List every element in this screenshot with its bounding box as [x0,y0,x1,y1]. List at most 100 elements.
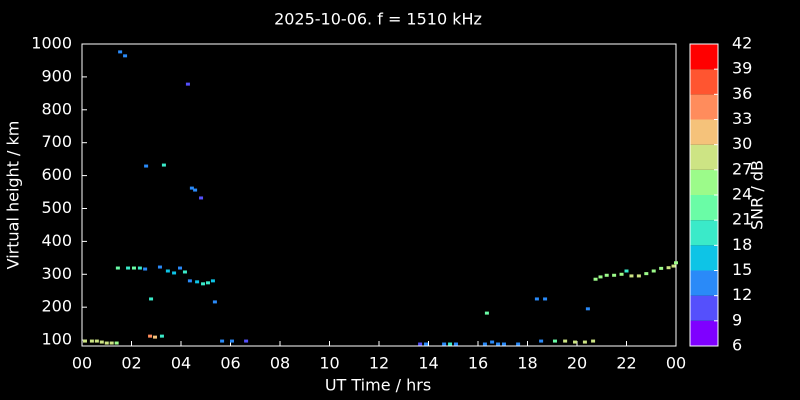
data-point [182,270,187,274]
colorbar-label: SNR / dB [748,160,767,230]
data-point [114,341,119,345]
colorbar-tick-label: 21 [732,210,752,229]
data-point [195,280,200,284]
data-point [148,334,153,338]
x-tick-label: 22 [616,354,636,373]
data-point [193,188,198,192]
data-point [82,339,87,343]
y-tick-label: 100 [41,330,72,349]
y-tick-label: 200 [41,297,72,316]
data-point [671,264,676,268]
data-point [161,163,166,167]
data-point [172,271,177,275]
colorbar-band [690,270,718,296]
data-point [109,341,114,345]
colorbar-tick-label: 9 [732,310,742,329]
x-tick-label: 20 [567,354,587,373]
y-tick-label: 1000 [31,34,72,53]
data-point [534,297,539,301]
colorbar-tick-label: 30 [732,134,752,153]
x-tick-label: 08 [270,354,290,373]
data-point [651,269,656,273]
data-point [619,272,624,276]
x-tick-label: 10 [319,354,339,373]
data-point [220,339,225,343]
data-point [118,50,123,54]
data-point [573,340,578,344]
data-point [593,277,598,281]
data-point [598,275,603,279]
colorbar-band [690,245,718,271]
data-point [210,279,215,283]
data-point [516,342,521,346]
x-axis-label: UT Time / hrs [325,376,431,395]
plot-area [81,43,677,347]
colorbar-tick-label: 39 [732,59,752,78]
data-point [501,342,506,346]
colorbar-band [690,220,718,246]
data-point [123,54,128,58]
data-point [99,340,104,344]
data-point [199,196,204,200]
y-axis-label: Virtual height / km [4,121,23,270]
data-point [178,266,183,270]
x-tick-label: 04 [171,354,191,373]
x-tick-label: 16 [468,354,488,373]
data-point [205,281,210,285]
y-tick-label: 800 [41,99,72,118]
data-point [448,342,453,346]
data-point [131,266,136,270]
colorbar-band [690,144,718,170]
data-point [115,266,120,270]
data-point [496,342,501,346]
data-point [490,340,495,344]
data-point [159,334,164,338]
data-point [89,339,94,343]
data-point [624,269,629,273]
data-point [126,266,131,270]
colorbar-band [690,94,718,120]
colorbar-band [690,169,718,195]
colorbar-band [690,195,718,221]
data-point [674,261,678,265]
colorbar-tick-label: 12 [732,285,752,304]
colorbar-tick-label: 27 [732,159,752,178]
data-point [659,266,664,270]
colorbar-band [690,320,718,346]
data-point [418,342,423,346]
colorbar-band [690,295,718,321]
y-tick-label: 700 [41,132,72,151]
data-point [666,266,671,270]
colorbar-band [690,44,718,70]
data-point [539,339,544,343]
data-point [149,297,154,301]
data-point [189,186,194,190]
x-tick-label: 14 [418,354,438,373]
colorbar-tick-label: 42 [732,34,752,53]
data-point [484,311,489,315]
data-point [604,273,609,277]
colorbar-tick-label: 33 [732,109,752,128]
x-tick-label: 00 [72,354,92,373]
chart-title: 2025-10-06. f = 1510 kHz [274,10,482,29]
data-point [187,279,192,283]
data-point [563,339,568,343]
data-point [582,340,587,344]
data-point [644,272,649,276]
data-point [591,339,596,343]
data-point [153,335,158,339]
colorbar-band [690,119,718,145]
y-tick-label: 300 [41,264,72,283]
data-point [144,164,149,168]
data-point [104,341,109,345]
data-point [94,339,99,343]
colorbar-tick-label: 6 [732,336,742,355]
data-point [185,82,190,86]
colorbar-tick-label: 36 [732,84,752,103]
data-point [442,342,447,346]
y-tick-label: 600 [41,165,72,184]
x-tick-label: 00 [666,354,686,373]
data-point [143,267,148,271]
data-point [229,339,234,343]
